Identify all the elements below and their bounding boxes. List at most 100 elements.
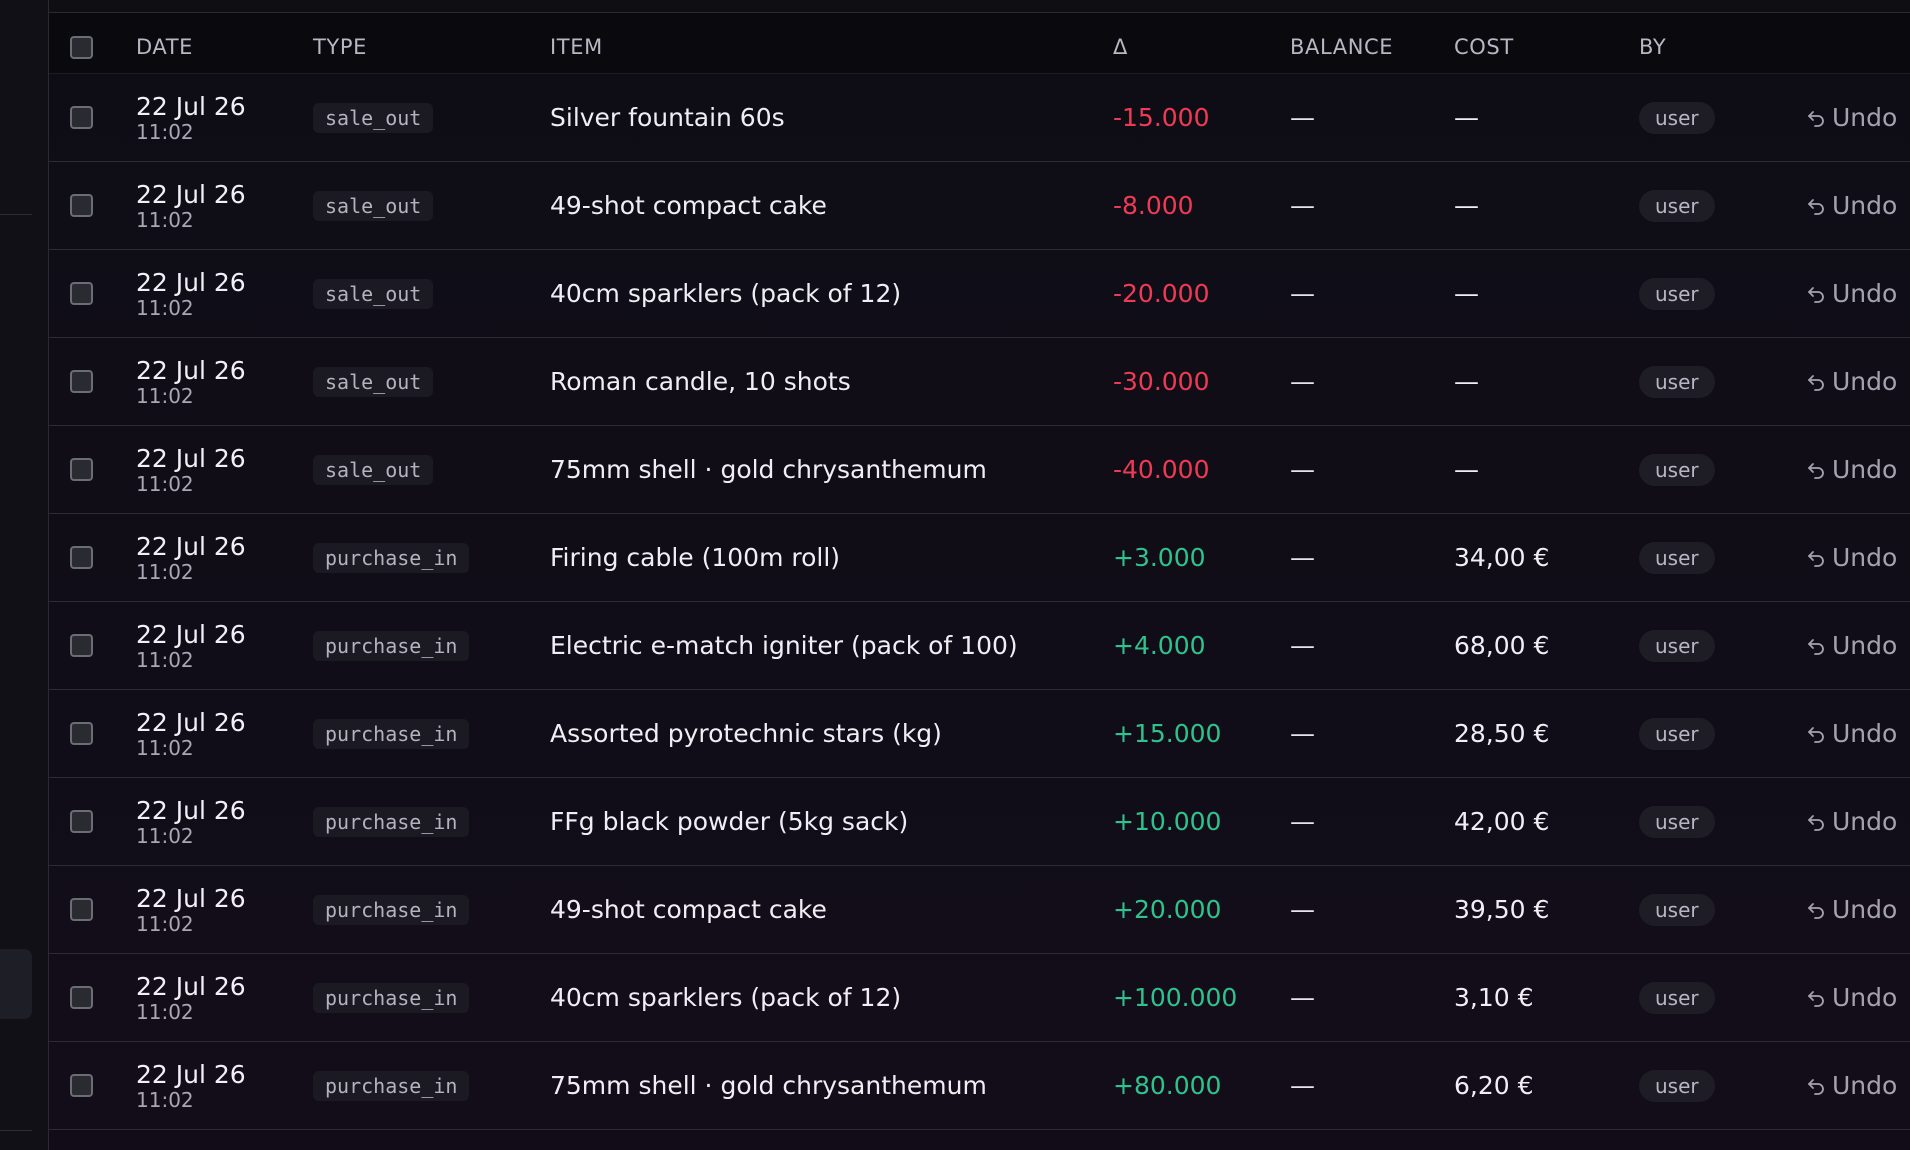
cost-cell: 28,50 € — [1454, 690, 1549, 777]
undo-label: Undo — [1832, 103, 1898, 132]
table-row: 22 Jul 26 11:02 purchase_in Firing cable… — [49, 514, 1910, 602]
balance-cell: — — [1290, 514, 1315, 601]
row-type-tag: purchase_in — [313, 1070, 470, 1101]
undo-button[interactable]: Undo — [1806, 719, 1897, 748]
row-checkbox[interactable] — [70, 106, 93, 129]
row-item-name: 40cm sparklers (pack of 12) — [550, 279, 902, 308]
row-cost: — — [1454, 367, 1479, 396]
row-date: 22 Jul 26 — [136, 707, 246, 737]
row-balance: — — [1290, 807, 1315, 836]
table-row: 22 Jul 26 11:02 purchase_in 49-shot comp… — [49, 866, 1910, 954]
row-checkbox[interactable] — [70, 810, 93, 833]
by-cell: user — [1639, 1042, 1715, 1129]
undo-button[interactable]: Undo — [1806, 455, 1897, 484]
undo-cell: Undo — [1806, 602, 1897, 689]
row-date: 22 Jul 26 — [136, 179, 246, 209]
undo-label: Undo — [1832, 719, 1898, 748]
row-balance: — — [1290, 103, 1315, 132]
undo-button[interactable]: Undo — [1806, 279, 1897, 308]
row-checkbox[interactable] — [70, 898, 93, 921]
row-select-cell — [70, 690, 93, 777]
row-checkbox[interactable] — [70, 370, 93, 393]
row-balance: — — [1290, 543, 1315, 572]
row-type-tag: purchase_in — [313, 894, 470, 925]
sidebar-active-item[interactable] — [0, 949, 32, 1019]
table-row: 22 Jul 26 11:02 sale_out Silver fountain… — [49, 74, 1910, 162]
date-cell: 22 Jul 26 11:02 — [136, 162, 246, 249]
row-delta: -8.000 — [1113, 191, 1194, 220]
row-balance: — — [1290, 895, 1315, 924]
row-date: 22 Jul 26 — [136, 1059, 246, 1089]
row-checkbox[interactable] — [70, 722, 93, 745]
row-checkbox[interactable] — [70, 1074, 93, 1097]
type-cell: purchase_in — [313, 1042, 470, 1129]
undo-button[interactable]: Undo — [1806, 983, 1897, 1012]
row-user-badge: user — [1639, 717, 1715, 750]
row-date: 22 Jul 26 — [136, 267, 246, 297]
by-cell: user — [1639, 338, 1715, 425]
sidebar-divider — [0, 214, 32, 215]
row-user-badge: user — [1639, 101, 1715, 134]
undo-cell: Undo — [1806, 338, 1897, 425]
row-time: 11:02 — [136, 295, 194, 320]
cost-cell: 3,10 € — [1454, 954, 1534, 1041]
cost-cell: — — [1454, 426, 1479, 513]
type-cell: sale_out — [313, 250, 434, 337]
column-header-item[interactable]: ITEM — [550, 35, 603, 59]
undo-button[interactable]: Undo — [1806, 631, 1897, 660]
delta-cell: +100.000 — [1113, 954, 1237, 1041]
delta-cell: -40.000 — [1113, 426, 1210, 513]
row-checkbox[interactable] — [70, 194, 93, 217]
delta-cell: -8.000 — [1113, 162, 1194, 249]
undo-label: Undo — [1832, 895, 1898, 924]
undo-button[interactable]: Undo — [1806, 103, 1897, 132]
column-header-date[interactable]: DATE — [136, 35, 194, 59]
undo-cell: Undo — [1806, 74, 1897, 161]
undo-icon — [1806, 196, 1826, 216]
balance-cell: — — [1290, 426, 1315, 513]
undo-cell: Undo — [1806, 954, 1897, 1041]
type-cell: purchase_in — [313, 778, 470, 865]
row-cost: 42,00 € — [1454, 807, 1550, 836]
undo-cell: Undo — [1806, 250, 1897, 337]
undo-icon — [1806, 372, 1826, 392]
column-header-type[interactable]: TYPE — [313, 35, 367, 59]
row-time: 11:02 — [136, 383, 194, 408]
row-checkbox[interactable] — [70, 634, 93, 657]
row-checkbox[interactable] — [70, 546, 93, 569]
delta-cell: +3.000 — [1113, 514, 1206, 601]
row-type-tag: purchase_in — [313, 718, 470, 749]
row-select-cell — [70, 250, 93, 337]
table-row: 22 Jul 26 11:02 purchase_in Assorted pyr… — [49, 690, 1910, 778]
undo-label: Undo — [1832, 807, 1898, 836]
column-header-cost[interactable]: COST — [1454, 35, 1514, 59]
undo-button[interactable]: Undo — [1806, 543, 1897, 572]
column-header-balance[interactable]: BALANCE — [1290, 35, 1394, 59]
select-all-checkbox[interactable] — [70, 35, 93, 59]
select-all-cell — [70, 13, 93, 73]
undo-button[interactable]: Undo — [1806, 1071, 1897, 1100]
undo-button[interactable]: Undo — [1806, 895, 1897, 924]
undo-label: Undo — [1832, 367, 1898, 396]
row-checkbox[interactable] — [70, 986, 93, 1009]
row-cost: 39,50 € — [1454, 895, 1550, 924]
by-cell: user — [1639, 514, 1715, 601]
undo-button[interactable]: Undo — [1806, 807, 1897, 836]
balance-cell: — — [1290, 690, 1315, 777]
undo-cell: Undo — [1806, 866, 1897, 953]
table-body: 22 Jul 26 11:02 sale_out Silver fountain… — [49, 74, 1910, 1130]
row-checkbox[interactable] — [70, 282, 93, 305]
column-header-delta[interactable]: Δ — [1113, 35, 1128, 59]
date-cell: 22 Jul 26 11:02 — [136, 514, 246, 601]
date-cell: 22 Jul 26 11:02 — [136, 690, 246, 777]
undo-button[interactable]: Undo — [1806, 191, 1897, 220]
item-cell: 40cm sparklers (pack of 12) — [550, 954, 901, 1041]
row-checkbox[interactable] — [70, 458, 93, 481]
date-cell: 22 Jul 26 11:02 — [136, 1042, 246, 1129]
row-time: 11:02 — [136, 471, 194, 496]
column-header-by[interactable]: BY — [1639, 35, 1667, 59]
table-row: 22 Jul 26 11:02 sale_out Roman candle, 1… — [49, 338, 1910, 426]
row-time: 11:02 — [136, 823, 194, 848]
undo-button[interactable]: Undo — [1806, 367, 1897, 396]
balance-cell: — — [1290, 250, 1315, 337]
